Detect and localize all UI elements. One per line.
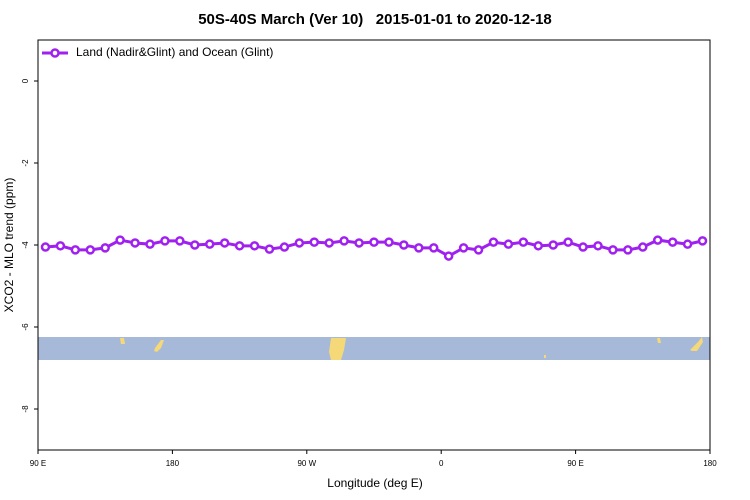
data-point (324, 238, 334, 248)
data-point (608, 245, 618, 255)
x-tick-label: 90 W (297, 459, 316, 468)
x-tick-label: 90 E (567, 459, 583, 468)
data-point (70, 245, 81, 255)
x-tick-label: 180 (703, 459, 717, 468)
data-point (190, 240, 200, 250)
land-ocean-strip (38, 337, 710, 360)
x-tick-label: 180 (166, 459, 180, 468)
data-point (204, 239, 215, 249)
data-point (682, 239, 693, 249)
data-point (130, 238, 140, 248)
data-point (160, 236, 170, 246)
data-point (428, 243, 439, 253)
data-point (115, 235, 125, 245)
legend-marker (50, 48, 60, 58)
data-point (667, 237, 678, 247)
data-point (339, 236, 349, 246)
x-axis-label: Longitude (deg E) (327, 476, 422, 490)
data-point (652, 235, 663, 245)
data-point (384, 237, 394, 247)
data-point (503, 239, 514, 249)
data-point (414, 243, 424, 253)
data-point (294, 238, 305, 248)
data-point (100, 243, 110, 253)
data-point (533, 241, 544, 251)
data-point (369, 237, 379, 247)
data-point (488, 237, 499, 247)
data-point (219, 238, 230, 248)
y-tick-label: -6 (21, 323, 30, 331)
data-point (638, 242, 648, 252)
data-point (55, 241, 66, 251)
data-point (623, 245, 633, 255)
data-point (578, 242, 588, 252)
data-point (563, 237, 573, 247)
data-point (697, 236, 708, 246)
data-point (279, 242, 290, 252)
data-point (85, 245, 96, 255)
y-tick-label: 0 (21, 78, 30, 83)
legend-label: Land (Nadir&Glint) and Ocean (Glint) (76, 45, 273, 59)
data-point (473, 245, 484, 255)
data-point (234, 241, 245, 251)
x-tick-label: 90 E (30, 459, 46, 468)
data-point (40, 242, 51, 252)
data-point (548, 240, 558, 250)
data-point (443, 251, 454, 261)
data-point (249, 241, 260, 251)
y-tick-label: -4 (21, 241, 30, 249)
data-point (399, 240, 409, 250)
data-point (354, 238, 364, 248)
data-point (518, 237, 529, 247)
data-point (309, 237, 320, 247)
data-point (175, 236, 185, 246)
data-point (145, 239, 155, 249)
chart-title: 50S-40S March (Ver 10) 2015-01-01 to 202… (198, 11, 552, 28)
y-tick-label: -8 (21, 405, 30, 413)
data-point (264, 244, 275, 254)
y-tick-label: -2 (21, 159, 30, 167)
data-point (458, 243, 469, 253)
x-tick-label: 0 (439, 459, 444, 468)
y-axis-label: XCO2 - MLO trend (ppm) (2, 178, 16, 313)
data-point (593, 241, 603, 251)
